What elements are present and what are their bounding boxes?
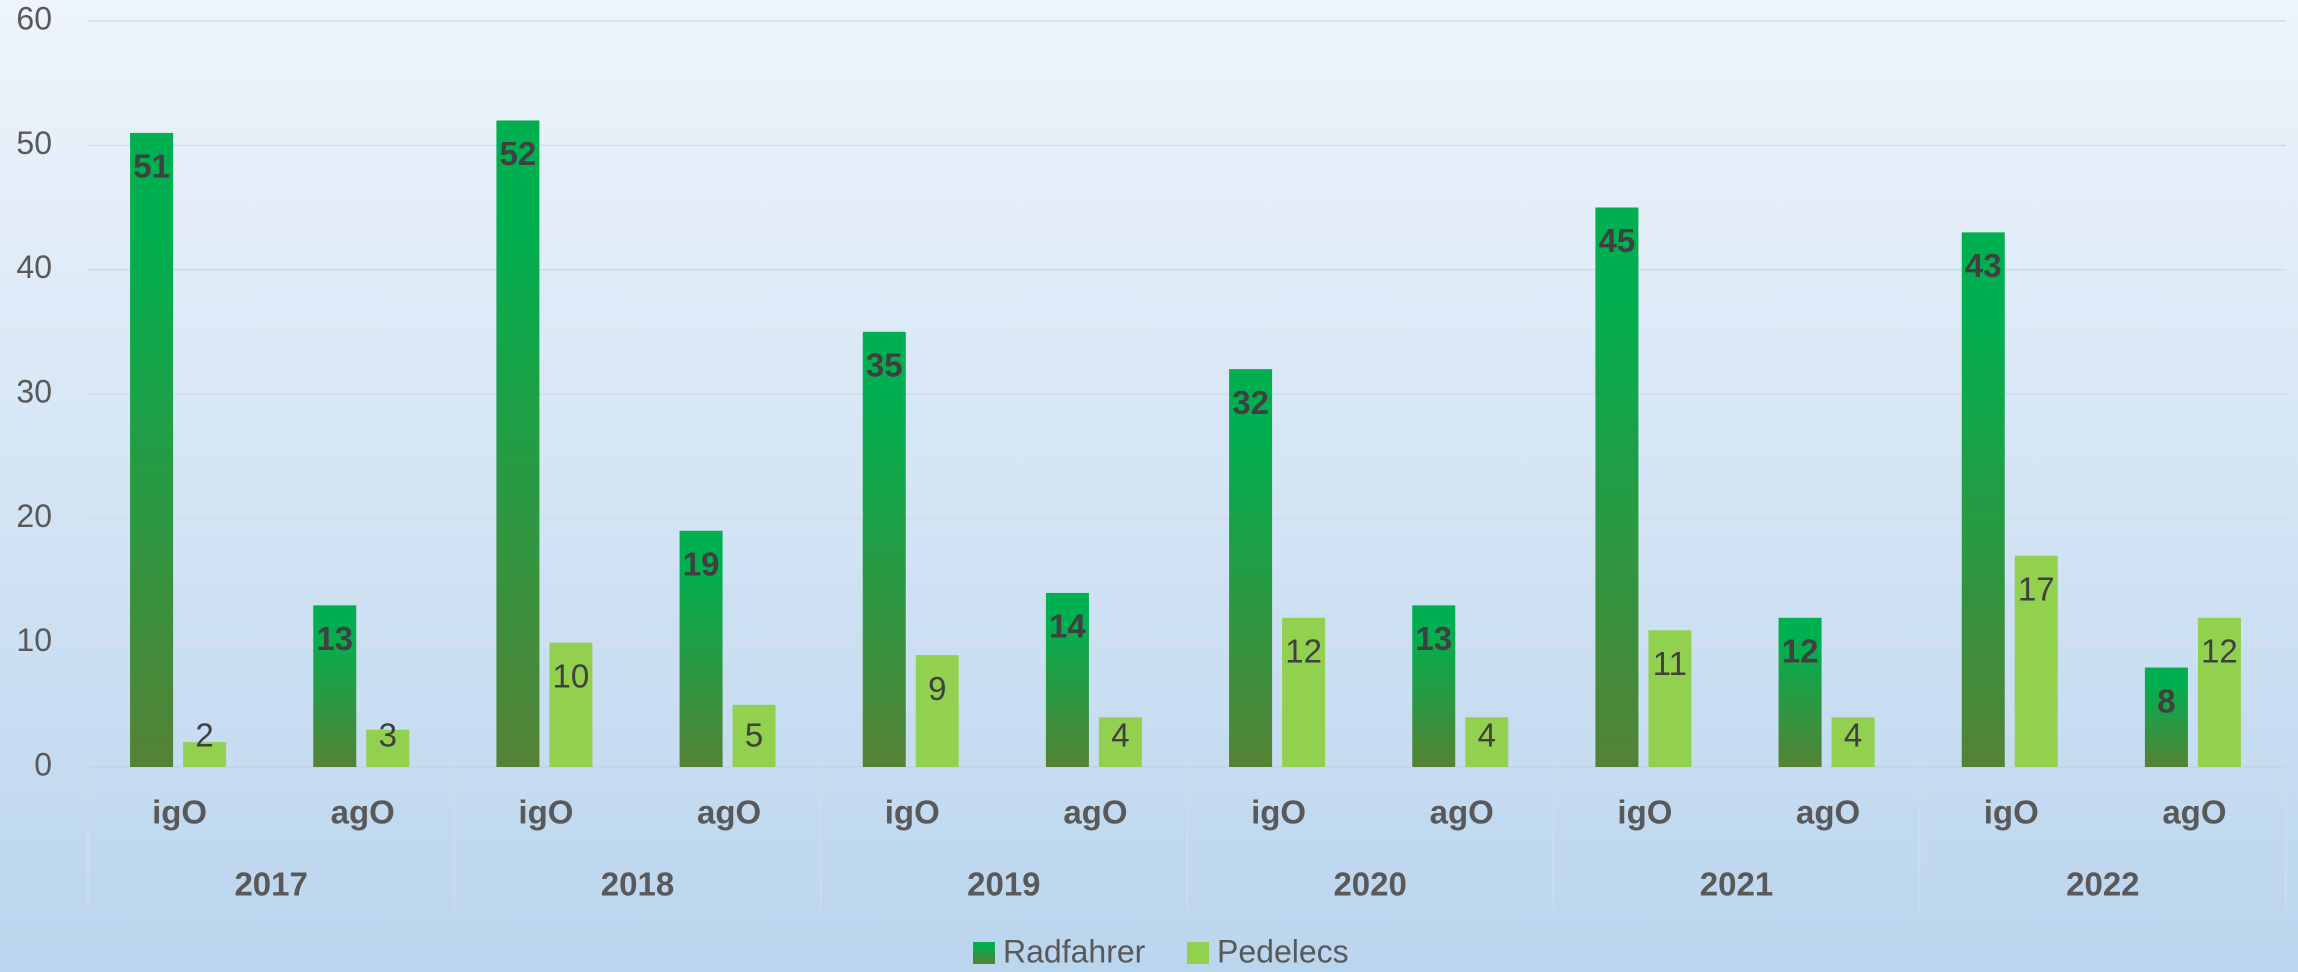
bar: [1282, 617, 1326, 767]
x-tick-label: agO: [331, 794, 395, 831]
bar: [313, 605, 357, 767]
bar: [1045, 592, 1089, 767]
data-label: 32: [1232, 384, 1269, 421]
data-label: 51: [133, 148, 170, 185]
bar: [549, 642, 593, 767]
y-tick-label: 50: [16, 125, 52, 161]
data-label: 14: [1049, 608, 1086, 645]
data-label: 12: [1285, 633, 1322, 670]
y-tick-label: 0: [34, 746, 52, 782]
bar: [496, 120, 540, 767]
data-label: 43: [1965, 247, 2002, 284]
data-label: 4: [1478, 717, 1496, 754]
bar: [679, 530, 723, 767]
x-tick-label: igO: [152, 794, 207, 831]
x-tick-label: agO: [697, 794, 761, 831]
group-label: 2021: [1700, 866, 1773, 903]
data-label: 13: [316, 620, 353, 657]
group-label: 2018: [601, 866, 674, 903]
data-label: 4: [1111, 717, 1129, 754]
bar: [2014, 555, 2058, 767]
group-label: 2017: [234, 866, 307, 903]
bar: [1961, 232, 2005, 767]
bar: [1831, 717, 1875, 767]
legend-swatch: [1187, 942, 1209, 964]
x-tick-label: agO: [1796, 794, 1860, 831]
y-tick-label: 40: [16, 249, 52, 285]
data-label: 52: [500, 135, 537, 172]
group-label: 2020: [1333, 866, 1406, 903]
bar: [1465, 717, 1509, 767]
data-label: 19: [683, 545, 720, 582]
bar: [915, 655, 959, 767]
bar: [183, 742, 227, 767]
bar: [1648, 630, 1692, 767]
data-label: 12: [1782, 633, 1819, 670]
y-tick-label: 60: [16, 0, 52, 36]
data-label: 12: [2201, 633, 2238, 670]
bar: [862, 331, 906, 767]
legend-swatch: [973, 942, 995, 964]
data-label: 8: [2157, 682, 2175, 719]
bar: [1778, 617, 1822, 767]
bar: [1595, 207, 1639, 767]
bar: [2144, 667, 2188, 767]
data-label: 35: [866, 347, 903, 384]
data-label: 2: [195, 717, 213, 754]
legend-label: Pedelecs: [1217, 933, 1349, 969]
data-label: 5: [745, 717, 763, 754]
x-tick-label: igO: [1617, 794, 1672, 831]
data-label: 45: [1599, 222, 1636, 259]
x-tick-label: igO: [885, 794, 940, 831]
bar: [366, 729, 410, 767]
data-label: 17: [2018, 570, 2055, 607]
bar: [1098, 717, 1142, 767]
data-label: 4: [1844, 717, 1862, 754]
x-tick-label: agO: [1063, 794, 1127, 831]
legend-label: Radfahrer: [1003, 933, 1146, 969]
x-tick-label: igO: [518, 794, 573, 831]
bar: [1229, 369, 1273, 767]
data-label: 11: [1653, 645, 1687, 682]
y-tick-label: 30: [16, 373, 52, 409]
x-tick-label: igO: [1984, 794, 2039, 831]
data-label: 3: [379, 717, 397, 754]
y-tick-label: 20: [16, 498, 52, 534]
data-label: 9: [928, 670, 946, 707]
bar: [130, 132, 174, 767]
group-label: 2022: [2066, 866, 2139, 903]
group-label: 2019: [967, 866, 1040, 903]
bar: [2197, 617, 2241, 767]
y-tick-label: 10: [16, 622, 52, 658]
bar: [732, 704, 776, 767]
data-label: 10: [553, 657, 590, 694]
x-tick-label: agO: [1430, 794, 1494, 831]
data-label: 13: [1415, 620, 1452, 657]
x-tick-label: agO: [2162, 794, 2226, 831]
x-tick-label: igO: [1251, 794, 1306, 831]
bar: [1412, 605, 1456, 767]
